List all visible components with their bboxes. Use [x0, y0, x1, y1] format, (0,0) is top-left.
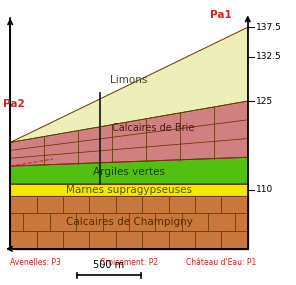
Text: Château d'Eau: P1: Château d'Eau: P1 [186, 258, 256, 267]
Text: Calcaires de Champigny: Calcaires de Champigny [65, 217, 192, 227]
Text: Pa2: Pa2 [3, 99, 25, 109]
Text: 125: 125 [256, 97, 273, 106]
Text: 132.5: 132.5 [256, 52, 282, 61]
Text: Pa1: Pa1 [210, 11, 231, 21]
Polygon shape [10, 196, 248, 249]
Polygon shape [10, 27, 248, 142]
Polygon shape [10, 157, 248, 184]
Text: 137.5: 137.5 [256, 23, 282, 32]
Text: 110: 110 [256, 185, 273, 194]
Text: Argiles vertes: Argiles vertes [93, 167, 165, 177]
Text: Limons: Limons [110, 76, 148, 86]
Text: Croisement: P2: Croisement: P2 [100, 258, 159, 267]
Text: Marnes supragypseuses: Marnes supragypseuses [66, 185, 192, 195]
Text: 500 m: 500 m [93, 260, 124, 270]
Text: Avenelles: P3: Avenelles: P3 [10, 258, 61, 267]
Polygon shape [10, 101, 248, 166]
Text: Calcaires de Brie: Calcaires de Brie [112, 123, 194, 133]
Polygon shape [10, 184, 248, 196]
